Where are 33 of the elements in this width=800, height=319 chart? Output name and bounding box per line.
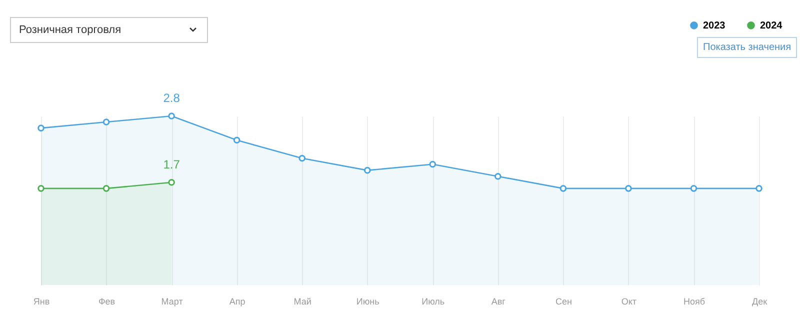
x-tick-label: Май [294,296,312,306]
point [102,185,110,192]
x-tick-label: Апр [229,296,246,306]
x-tick-label: Янв [33,296,50,306]
point [756,185,762,192]
x-tick-label: Авг [491,296,506,306]
dropdown: Розничная торговля [10,17,208,43]
point [560,185,567,192]
point [429,160,436,168]
legend-label: 2024 [760,20,783,32]
point [298,154,306,162]
point [38,124,44,132]
data-label: 1.7 [163,157,180,172]
point [494,172,502,180]
point [102,118,110,126]
x-tick-label: Окт [621,296,637,306]
x-tick-label: Март [161,296,183,306]
legend-label: 2023 [703,20,726,32]
x-tick-label: Дек [752,296,768,306]
point [168,179,175,186]
point [364,166,371,174]
point [690,185,698,192]
point [38,185,44,192]
point [168,112,175,120]
x-tick-label: Июнь [356,296,380,306]
button: Показать значения [697,37,798,58]
point [625,185,632,192]
data-label: 2.8 [163,91,180,105]
point [233,136,240,144]
x-tick-label: Нояб [683,296,705,306]
x-tick-label: Фев [98,296,116,306]
x-tick-label: Июль [422,296,445,306]
x-tick-label: Сен [555,296,572,306]
